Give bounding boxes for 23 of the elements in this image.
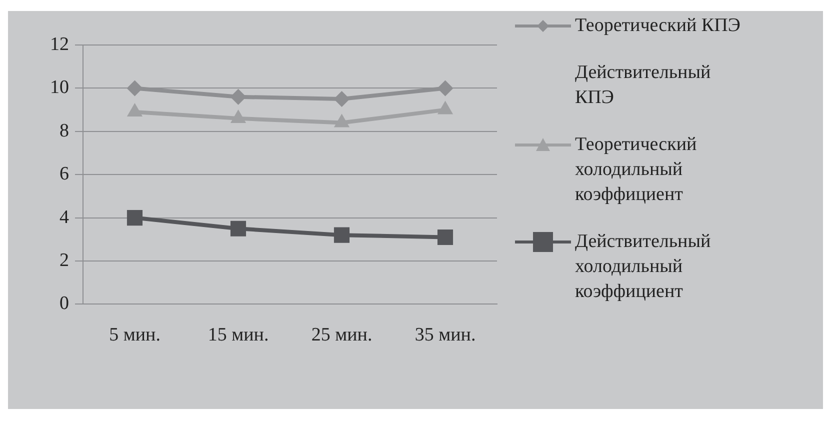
y-tick-label: 2 [60, 250, 69, 271]
point [230, 220, 246, 236]
legend-label: Теоретический холодильный коэффициент [575, 133, 698, 207]
y-tick-label: 6 [60, 164, 69, 185]
y-tick-label: 10 [50, 77, 69, 98]
x-tick-label: 5 мин. [109, 324, 160, 346]
point [437, 229, 454, 246]
legend-label: Теоретический КПЭ [575, 14, 742, 38]
x-tick-label: 35 мин. [414, 324, 476, 346]
y-tick-label: 8 [60, 120, 69, 142]
point [126, 210, 143, 226]
x-tick-label: 15 мин. [208, 324, 269, 346]
legend-label: Действительный холодильный коэффициент [575, 230, 712, 304]
y-tick-label: 4 [60, 206, 70, 228]
point [437, 80, 454, 96]
text: Действительный КПЭ [575, 61, 712, 110]
point [334, 91, 350, 107]
point [334, 227, 350, 243]
y-tick-label: 12 [50, 34, 69, 55]
x-tick-label: 25 мин. [311, 324, 372, 346]
y-tick-label: 0 [60, 293, 69, 314]
point [230, 88, 246, 105]
point [126, 80, 143, 96]
